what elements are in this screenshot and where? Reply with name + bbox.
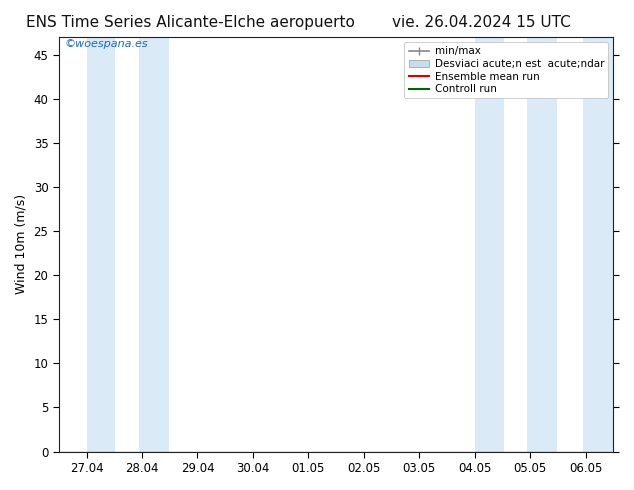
Bar [527, 37, 557, 452]
Text: ENS Time Series Alicante-Elche aeropuerto: ENS Time Series Alicante-Elche aeropuert… [26, 15, 354, 30]
Bar [139, 37, 169, 452]
Text: vie. 26.04.2024 15 UTC: vie. 26.04.2024 15 UTC [392, 15, 571, 30]
Bar [583, 37, 614, 452]
Y-axis label: Wind 10m (m/s): Wind 10m (m/s) [15, 194, 28, 294]
Text: ©woespana.es: ©woespana.es [65, 39, 148, 49]
Legend: min/max, Desviaci acute;n est  acute;ndar, Ensemble mean run, Controll run: min/max, Desviaci acute;n est acute;ndar… [404, 42, 608, 98]
Bar [87, 37, 115, 452]
Bar [475, 37, 503, 452]
